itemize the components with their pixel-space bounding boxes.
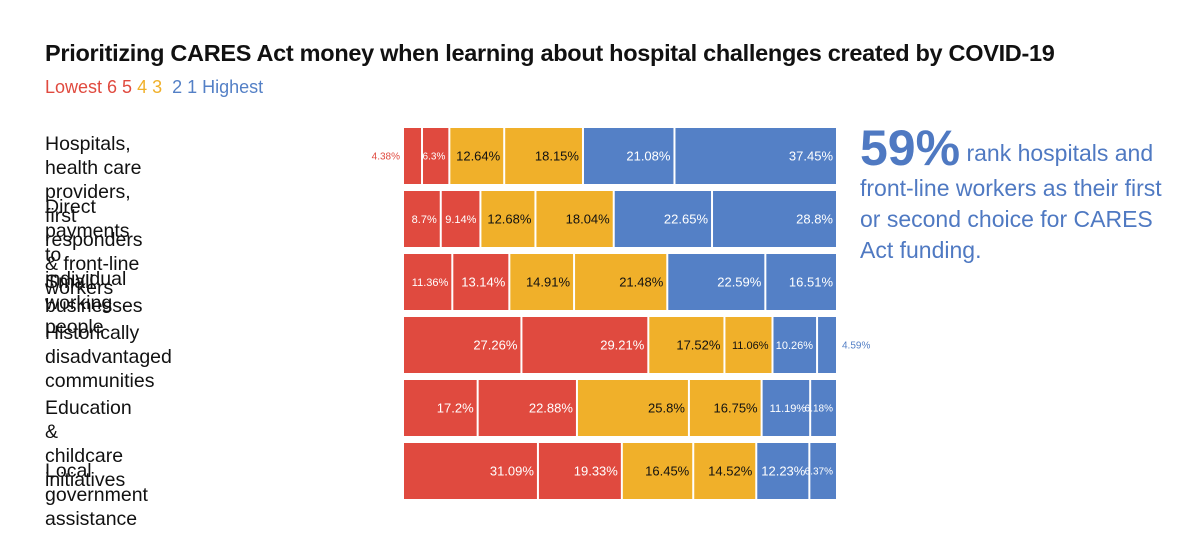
bar-segment: [810, 443, 836, 499]
callout: 59% rank hospitals and front-line worker…: [860, 123, 1180, 266]
bar-segment: [583, 128, 674, 184]
data-label: 28.8%: [796, 212, 833, 227]
data-label: 12.68%: [487, 212, 532, 227]
data-label: 18.15%: [535, 149, 580, 164]
data-label: 16.51%: [789, 275, 834, 290]
legend: Lowest 6 5 4 3 2 1 Highest: [45, 77, 263, 98]
legend-low: Lowest 6 5: [45, 77, 133, 97]
data-label: 11.36%: [412, 277, 449, 289]
bar-segment: [404, 317, 521, 373]
data-label: 12.23%: [761, 464, 806, 479]
bar-segment: [757, 443, 809, 499]
bar-segment: [536, 191, 613, 247]
bar-segment: [522, 317, 648, 373]
bar-segment: [675, 128, 836, 184]
bar-segment: [423, 128, 449, 184]
bar-segment: [766, 254, 836, 310]
data-label: 12.64%: [456, 149, 501, 164]
data-label: 6.3%: [423, 152, 446, 163]
category-label: Local government assistance: [45, 460, 148, 530]
bar-segment: [773, 317, 817, 373]
chart-title: Prioritizing CARES Act money when learni…: [45, 40, 1055, 66]
data-label: 27.26%: [473, 338, 518, 353]
bar-segment: [622, 443, 693, 499]
bar-segment: [713, 191, 836, 247]
data-label: 9.14%: [445, 214, 476, 226]
bar-segment: [649, 317, 724, 373]
legend-high: 2 1 Highest: [162, 77, 264, 97]
callout-text: rank hospitals and front-line workers as…: [860, 140, 1162, 263]
data-label: 29.21%: [600, 338, 645, 353]
bar-segment: [450, 128, 504, 184]
category-label: Historically disadvantaged communities: [45, 322, 172, 392]
bar-segment: [478, 380, 576, 436]
data-label: 31.09%: [490, 464, 535, 479]
bar-segment: [538, 443, 621, 499]
data-label: 16.75%: [714, 401, 759, 416]
data-label: 10.26%: [776, 340, 814, 352]
bar-segment: [404, 128, 422, 184]
data-label: 6.37%: [805, 467, 833, 478]
bar-segment: [404, 191, 440, 247]
data-label: 21.08%: [626, 149, 671, 164]
data-label: 22.59%: [717, 275, 762, 290]
data-label: 11.19%: [770, 403, 807, 415]
data-label: 17.2%: [437, 401, 474, 416]
bar-segment: [818, 317, 836, 373]
data-label: 22.65%: [664, 212, 709, 227]
bar-segment: [510, 254, 574, 310]
data-label: 8.7%: [412, 214, 437, 226]
data-label: 14.52%: [708, 464, 753, 479]
category-label: Education & childcare initiatives: [45, 397, 132, 491]
bar-segment: [762, 380, 810, 436]
data-label: 11.06%: [732, 340, 769, 352]
bar-segment: [577, 380, 688, 436]
data-label: 13.14%: [461, 275, 506, 290]
data-label: 22.88%: [529, 401, 574, 416]
bar-segment: [404, 380, 477, 436]
data-label: 4.38%: [372, 152, 400, 163]
bar-segment: [689, 380, 761, 436]
legend-mid: 4 3: [132, 77, 163, 97]
data-label: 16.45%: [645, 464, 690, 479]
bar-segment: [811, 380, 836, 436]
category-label: Direct payments to individual working pe…: [45, 196, 130, 338]
data-label: 18.04%: [566, 212, 611, 227]
data-label: 37.45%: [789, 149, 834, 164]
bar-segment: [725, 317, 772, 373]
bar-segment: [614, 191, 712, 247]
bar-segment: [453, 254, 509, 310]
category-label: Hospitals, health care providers, first …: [45, 133, 143, 299]
data-label: 14.91%: [526, 275, 571, 290]
data-label: 4.59%: [842, 341, 870, 352]
bar-segment: [404, 254, 452, 310]
data-label: 6.18%: [805, 404, 833, 415]
bar-segment: [404, 443, 537, 499]
data-label: 21.48%: [619, 275, 664, 290]
callout-percent: 59%: [860, 120, 961, 176]
category-label: Small businesses: [45, 271, 143, 317]
data-label: 25.8%: [648, 401, 685, 416]
data-label: 19.33%: [574, 464, 619, 479]
bar-segment: [668, 254, 765, 310]
bar-segment: [575, 254, 667, 310]
bar-segment: [441, 191, 480, 247]
bar-segment: [481, 191, 535, 247]
bar-segment: [694, 443, 756, 499]
bar-segment: [505, 128, 582, 184]
data-label: 17.52%: [676, 338, 721, 353]
